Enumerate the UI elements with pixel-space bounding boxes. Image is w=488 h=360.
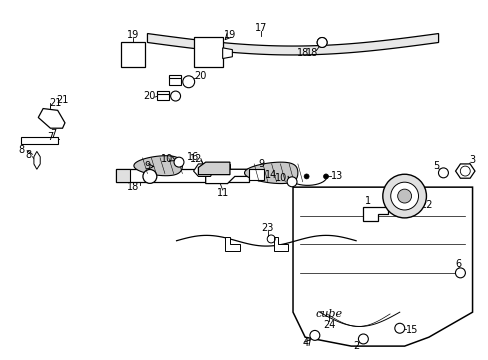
Polygon shape [157,93,169,100]
Text: 3: 3 [468,156,475,165]
Text: 5: 5 [432,161,438,171]
Circle shape [382,174,426,218]
Text: 8: 8 [25,150,32,160]
Circle shape [309,330,319,340]
Text: 19: 19 [126,30,139,40]
Polygon shape [220,164,229,168]
Polygon shape [38,109,65,128]
Text: 7: 7 [47,132,53,142]
Text: 18: 18 [296,48,308,58]
Circle shape [317,37,326,48]
Polygon shape [169,76,181,85]
Circle shape [454,268,465,278]
Text: 16: 16 [187,152,199,162]
Polygon shape [249,169,264,180]
Text: 12: 12 [189,154,202,163]
Polygon shape [244,162,297,184]
Polygon shape [273,237,287,251]
Polygon shape [363,207,387,221]
Circle shape [286,177,296,187]
Text: 24: 24 [323,320,335,330]
Polygon shape [198,162,229,175]
Circle shape [438,168,447,178]
Polygon shape [34,152,40,169]
Text: 21: 21 [56,95,69,105]
Text: 23: 23 [261,223,273,233]
Text: 20: 20 [143,91,156,101]
Text: 15: 15 [405,325,417,335]
Circle shape [304,174,308,179]
Text: 19: 19 [224,30,236,40]
Polygon shape [116,169,130,182]
Text: 6: 6 [454,259,460,269]
Text: 11: 11 [216,188,228,198]
Polygon shape [292,187,471,346]
Text: 13: 13 [330,171,342,181]
Text: 7: 7 [50,129,56,139]
Polygon shape [193,164,213,176]
Circle shape [394,323,404,333]
Circle shape [358,334,367,344]
Polygon shape [21,137,58,144]
Circle shape [459,166,469,176]
Text: 4: 4 [302,338,307,347]
Polygon shape [210,164,220,168]
Circle shape [323,174,328,179]
Text: cube: cube [315,309,342,319]
Text: 9: 9 [258,159,264,169]
Polygon shape [134,156,182,176]
Text: 9: 9 [144,161,150,171]
Polygon shape [455,164,474,178]
Text: 10: 10 [161,154,173,163]
Polygon shape [157,91,169,94]
Text: 14: 14 [264,170,277,180]
Polygon shape [205,167,249,184]
Polygon shape [224,237,239,251]
Text: 22: 22 [419,200,432,210]
Circle shape [397,189,411,203]
Text: 1: 1 [365,197,370,206]
Text: 20: 20 [194,71,206,81]
Text: 17: 17 [255,23,267,33]
Polygon shape [116,169,249,182]
Circle shape [390,182,418,210]
Circle shape [142,170,157,183]
Text: 18: 18 [126,182,139,192]
Text: 10: 10 [274,173,286,183]
Polygon shape [169,75,181,78]
Polygon shape [121,42,145,67]
Circle shape [170,91,180,101]
Text: 21: 21 [49,98,61,108]
Circle shape [183,76,194,88]
Text: 18: 18 [305,48,318,58]
Polygon shape [147,33,438,55]
Text: 8: 8 [18,145,24,155]
Circle shape [174,157,183,167]
Polygon shape [222,48,232,59]
Polygon shape [193,37,222,67]
Circle shape [317,37,326,48]
Text: 2: 2 [352,341,359,351]
